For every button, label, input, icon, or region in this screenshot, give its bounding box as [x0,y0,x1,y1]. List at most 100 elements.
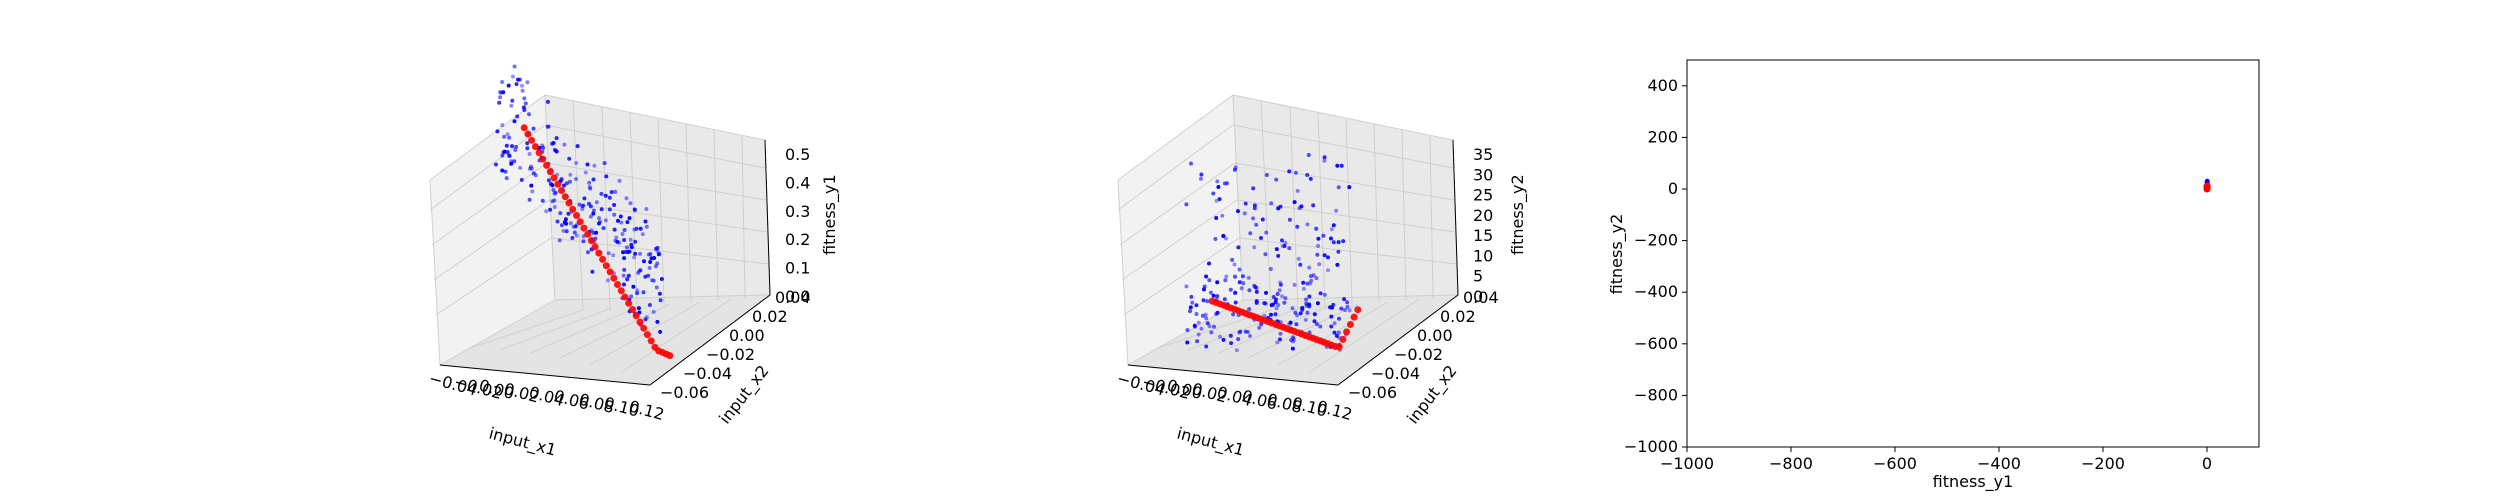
chart1-blue-point [513,148,518,152]
chart1-red-point [531,143,539,151]
chart3-points [2203,178,2211,193]
chart2-blue-point [1254,299,1259,304]
chart1-blue-point [605,278,610,283]
chart1-blue-point [655,245,660,250]
chart2-blue-point [1322,253,1327,258]
chart1-blue-point [500,168,505,173]
chart2-blue-point [1342,308,1347,312]
chart1-blue-point [653,264,658,269]
chart1-y-tick-label: −0.02 [706,345,755,364]
chart1-blue-point [609,190,614,195]
chart3-y-tick-label: 400 [1647,76,1678,95]
chart1-blue-point [635,288,640,293]
chart1-blue-point [574,161,579,165]
chart1-red-point [580,224,588,232]
chart2-blue-point [1321,233,1326,238]
chart2-blue-point [1233,290,1238,295]
chart2-z-tick-label: 5 [1473,267,1483,286]
chart1-blue-point [622,228,627,232]
chart2-blue-point [1230,257,1235,262]
chart2-blue-point [1237,280,1242,285]
chart2-blue-point [1193,324,1197,329]
chart2-blue-point [1233,274,1237,279]
chart2-red-point [1350,313,1358,321]
chart1-blue-point [644,224,649,229]
chart1-red-point [535,149,543,157]
chart2-blue-point [1305,281,1310,286]
chart2-blue-point [1290,306,1295,311]
chart2-blue-point [1274,297,1278,302]
chart2-z-axis-line [1452,139,1459,296]
chart3-y-tick-label: 200 [1647,127,1678,146]
chart1-blue-point [658,298,663,303]
chart2-blue-point [1274,177,1279,182]
chart1-blue-point [505,132,510,137]
chart1-blue-point [562,142,567,147]
chart2-blue-point [1301,280,1306,285]
chart2-x-axis-line [1127,364,1339,386]
chart1-blue-point [617,178,622,183]
chart1-blue-point [497,100,502,105]
chart1-z-tick-labels: 0.0 0.1 0.2 0.3 0.4 0.5 [785,145,810,306]
chart1-red-point [554,180,562,188]
chart1-y-tick-labels: −0.06−0.04−0.020.000.020.04 [660,288,811,402]
chart1-blue-point [549,182,553,186]
chart1-blue-point [523,101,528,106]
chart1-z-tick-label: 0.5 [785,145,810,164]
chart-3: −1000 −800 −600 −400 −200 0 −1000 −800 −600 −400… [1607,59,2260,492]
chart2-blue-point [1299,204,1304,209]
chart-2: −0.04−0.020.000.020.040.060.080.100.12 −… [1115,94,1528,461]
chart1-blue-point [633,239,638,244]
chart1-blue-point [574,177,578,181]
chart1-red-point [584,230,592,238]
chart2-blue-point [1185,328,1190,333]
chart1-blue-point [568,221,573,226]
chart2-blue-point [1298,311,1303,316]
chart1-blue-point [500,123,505,128]
chart2-blue-point [1254,222,1259,227]
chart2-blue-point [1185,340,1190,345]
chart1-blue-point [606,251,611,256]
chart1-blue-point [520,83,524,88]
chart1-blue-point [591,208,596,213]
chart2-blue-point [1239,286,1244,291]
chart2-blue-point [1287,217,1292,222]
chart1-blue-point [583,170,588,175]
chart2-blue-point [1214,198,1219,203]
chart1-blue-point [654,285,659,290]
chart1-blue-point [620,232,625,236]
chart2-blue-point [1309,278,1314,283]
chart2-blue-point [1280,294,1284,299]
chart2-blue-point [1275,340,1280,345]
chart2-blue-point [1269,312,1273,317]
chart1-blue-point [564,229,569,234]
chart2-blue-point [1243,201,1248,206]
chart1-blue-point [587,184,592,189]
chart2-blue-point [1237,330,1242,335]
chart2-blue-point [1301,286,1306,291]
chart1-blue-point [588,214,593,219]
chart2-blue-point [1200,313,1205,318]
chart1-blue-point [638,268,643,273]
chart2-blue-point [1318,324,1323,329]
chart2-blue-point [1336,185,1341,190]
chart1-blue-point [586,250,590,255]
chart2-z-axis-label: fitness_y2 [1508,174,1528,255]
chart2-blue-point [1201,298,1206,303]
chart3-x-tick-label: −200 [2081,454,2125,473]
chart1-blue-point [638,251,643,256]
chart2-blue-point [1337,316,1341,321]
chart1-blue-point [559,223,564,228]
chart2-blue-point [1264,230,1269,235]
chart2-blue-point [1295,188,1300,193]
chart1-blue-point [550,199,555,204]
chart2-blue-point [1264,290,1268,295]
chart2-blue-point [1311,203,1316,208]
chart2-blue-point [1336,330,1341,335]
chart2-blue-point [1211,191,1216,196]
chart2-blue-point [1300,307,1305,312]
chart2-blue-point [1215,280,1220,285]
chart1-blue-point [501,90,506,95]
chart2-blue-point [1188,309,1192,314]
chart1-blue-point [647,265,652,270]
